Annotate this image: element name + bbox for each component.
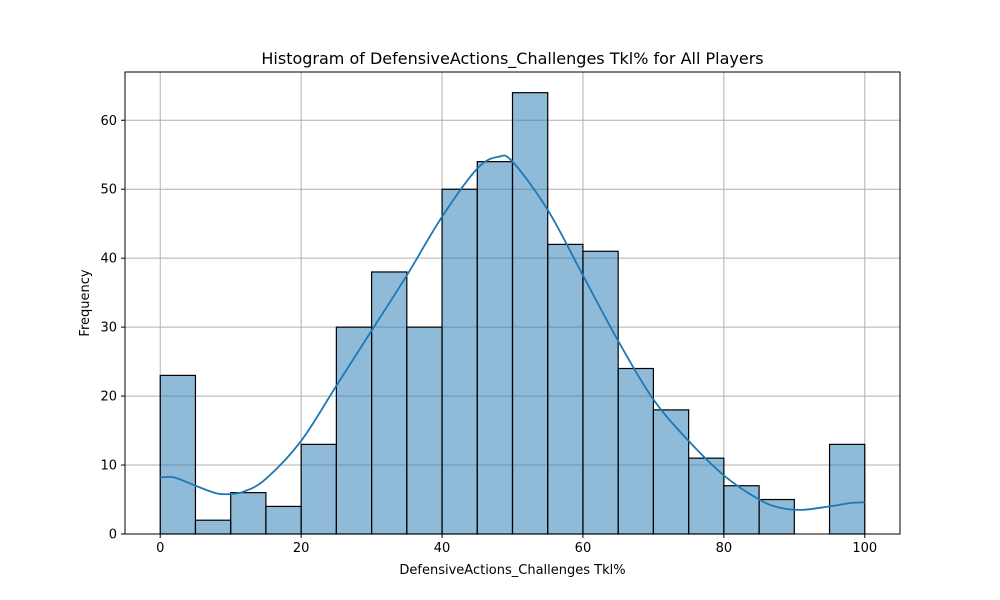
histogram-bar: [617, 367, 655, 535]
histogram-bar: [230, 492, 267, 535]
histogram-bar: [828, 443, 866, 535]
histogram-bar: [406, 326, 443, 535]
histogram-bar: [265, 505, 302, 535]
histogram-bar: [511, 92, 549, 535]
y-axis-label: Frequency: [78, 269, 93, 336]
x-tick-label: 20: [293, 541, 310, 556]
x-tick-label: 100: [852, 541, 877, 556]
y-tick-label: 50: [100, 183, 117, 198]
histogram-bar: [547, 243, 584, 535]
axis-ticks: 0 20 40 60 80 100 0 10 20 30 40 50 60: [100, 114, 877, 556]
histogram-bar: [441, 188, 478, 535]
y-tick-label: 40: [100, 252, 117, 267]
x-tick-label: 0: [156, 541, 164, 556]
histogram-bar: [159, 374, 197, 535]
y-tick-label: 10: [100, 459, 117, 474]
histogram-bar: [688, 457, 725, 535]
kde-curve: [160, 154, 865, 511]
histogram-bar: [194, 519, 232, 535]
histogram-bar: [370, 271, 408, 535]
chart-title: Histogram of DefensiveActions_Challenges…: [261, 49, 763, 69]
y-tick-label: 60: [100, 114, 117, 129]
histogram-bars: [159, 92, 866, 535]
x-tick-label: 60: [575, 541, 592, 556]
y-tick-label: 0: [109, 528, 117, 543]
x-tick-label: 40: [434, 541, 451, 556]
histogram-bar: [300, 443, 337, 535]
kde-curve-layer: [160, 154, 865, 511]
x-tick-label: 80: [716, 541, 733, 556]
histogram-bar: [652, 409, 690, 535]
y-tick-label: 30: [100, 321, 117, 336]
y-tick-label: 20: [100, 390, 117, 405]
x-axis-label: DefensiveActions_Challenges Tkl%: [399, 563, 625, 578]
plot-area-frame: [124, 71, 901, 535]
histogram-bar: [723, 485, 760, 535]
histogram-bar: [758, 498, 795, 535]
histogram-bar: [476, 161, 514, 535]
histogram-bar: [582, 250, 619, 535]
